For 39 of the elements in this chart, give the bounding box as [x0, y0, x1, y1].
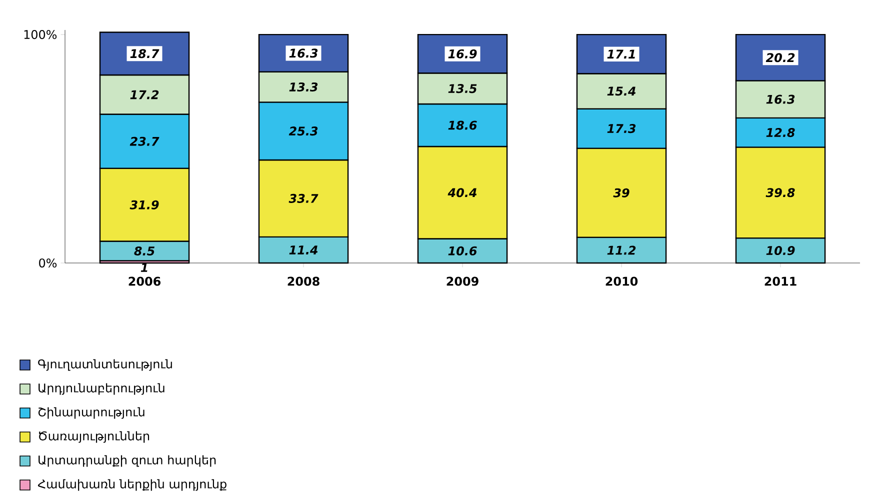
- legend-label: Արտադրանքի զուտ հարկեր: [38, 455, 216, 467]
- data-label: 20.2: [766, 53, 795, 62]
- data-label: 12.8: [766, 128, 795, 138]
- legend-label: Արդյունաբերություն: [38, 383, 164, 395]
- data-label: 18.7: [130, 49, 160, 58]
- data-label: 1: [140, 263, 148, 272]
- data-label: 11.2: [607, 246, 636, 255]
- data-label: 40.4: [448, 188, 477, 198]
- data-label: 15.4: [607, 86, 636, 96]
- legend-label: Գյուղատնտեսություն: [38, 359, 172, 371]
- data-label: 18.6: [448, 120, 477, 130]
- data-label: 8.5: [134, 246, 154, 256]
- data-label: 13.5: [448, 84, 477, 94]
- data-label: 13.3: [289, 82, 318, 92]
- y-tick-label: 0%: [39, 258, 57, 268]
- legend-label: Շինարարություն: [38, 407, 144, 419]
- x-tick-label: 2006: [128, 276, 161, 286]
- data-label: 10.6: [448, 246, 477, 256]
- data-label: 17.3: [607, 124, 636, 134]
- data-label: 10.9: [766, 246, 795, 256]
- data-label: 23.7: [130, 136, 160, 146]
- legend-label: Համախառն ներքին արդյունք: [38, 479, 226, 491]
- y-tick-label: 100%: [24, 30, 57, 40]
- data-label: 39.8: [766, 188, 795, 198]
- data-label: 39: [613, 188, 630, 198]
- data-label: 33.7: [288, 194, 318, 203]
- data-label: 25.3: [288, 126, 318, 136]
- data-label: 31.9: [130, 200, 159, 210]
- data-label: 16.3: [289, 48, 318, 58]
- data-label: 17.2: [130, 90, 159, 100]
- data-label: 17.1: [607, 50, 635, 58]
- data-label: 16.3: [766, 94, 795, 104]
- x-tick-label: 2010: [606, 276, 638, 286]
- data-label: 16.9: [448, 49, 477, 58]
- data-label: 11.4: [289, 246, 318, 254]
- x-tick-label: 2009: [446, 276, 478, 286]
- x-tick-label: 2011: [764, 276, 796, 286]
- legend-label: Ծառայություններ: [39, 431, 150, 443]
- x-tick-label: 2008: [288, 276, 320, 286]
